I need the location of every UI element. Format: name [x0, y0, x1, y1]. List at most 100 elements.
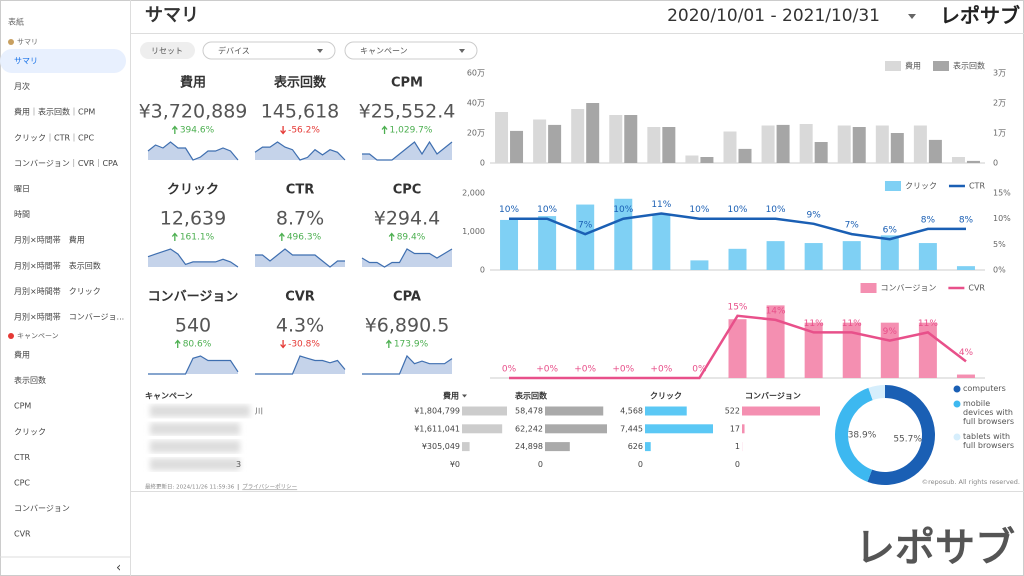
- nav-item[interactable]: クリック: [14, 427, 46, 436]
- legend-entry: tablets with full browsers: [963, 432, 1015, 450]
- nav-item[interactable]: 費用｜表示回数｜CPM: [14, 107, 95, 117]
- nav-item[interactable]: 月別×時間帯 コンバージョ...: [14, 312, 124, 322]
- sparkline: [362, 354, 453, 375]
- watermark-logo: レポサブ: [855, 525, 1015, 571]
- nav-item[interactable]: コンバージョン｜CVR｜CPA: [14, 159, 118, 168]
- bar: [766, 305, 785, 378]
- date-range[interactable]: 2020/10/01 - 2021/10/31: [667, 6, 880, 26]
- table-cell: 0: [735, 460, 740, 469]
- nav-item[interactable]: 月別×時間帯 費用: [14, 235, 85, 245]
- table-cell: 62,242: [515, 424, 543, 433]
- table-cell: ¥305,049: [422, 442, 460, 451]
- point-label: 11%: [918, 319, 938, 329]
- kpi-label: クリック: [167, 183, 219, 198]
- filter-dropdown[interactable]: [344, 41, 478, 60]
- table-header[interactable]: コンバージョン: [745, 392, 801, 401]
- point-label: +0%: [650, 365, 672, 375]
- filter-dropdown[interactable]: [202, 41, 336, 60]
- nav-item[interactable]: CTR: [14, 453, 30, 462]
- point-label: 11%: [842, 319, 862, 329]
- table-cell: ¥1,804,799: [414, 407, 460, 416]
- bar: [951, 157, 965, 163]
- nav-item[interactable]: 月別×時間帯 クリック: [14, 286, 101, 296]
- sparkline: [362, 140, 453, 161]
- legend-dot: [953, 433, 961, 441]
- y-tick-label: 1,000: [462, 227, 485, 236]
- reset-button[interactable]: [140, 42, 195, 59]
- trend-arrow: [171, 125, 178, 134]
- kpi-change: 89.4%: [397, 233, 426, 243]
- sparkline: [147, 141, 239, 161]
- nav-item[interactable]: クリック｜CTR｜CPC: [14, 133, 94, 142]
- nav-item[interactable]: サマリ: [14, 57, 38, 66]
- trend-arrow: [280, 340, 287, 349]
- legend-label: tablets with full browsers: [963, 432, 1015, 450]
- header-logo: レポサブ: [940, 4, 1020, 28]
- kpi-change: 80.6%: [183, 340, 212, 350]
- bar: [690, 260, 709, 270]
- kpi-value: ¥6,890.5: [365, 315, 450, 337]
- blurred-name: [150, 422, 240, 435]
- blurred-name: [150, 440, 240, 453]
- nav-item[interactable]: CVR: [14, 530, 31, 539]
- bar: [918, 322, 937, 378]
- nav-item[interactable]: CPC: [14, 479, 30, 488]
- legend-label: mobile devices with full browsers: [963, 399, 1015, 426]
- table-header[interactable]: 表示回数: [514, 391, 548, 401]
- bar: [956, 266, 975, 270]
- point-label: 9%: [807, 210, 822, 220]
- kpi-change: -30.8%: [288, 340, 320, 350]
- legend-label: computers: [963, 384, 1006, 393]
- bar: [761, 125, 775, 163]
- table-header[interactable]: クリック: [650, 391, 682, 401]
- trend-arrow: [278, 232, 285, 241]
- table-cell: 626: [628, 442, 643, 451]
- bar: [766, 241, 785, 270]
- campaign-name: 川: [255, 407, 263, 416]
- legend-entry: computers: [963, 384, 1006, 393]
- sparkline: [361, 248, 453, 268]
- table-bar: [545, 424, 607, 434]
- bar: [814, 142, 828, 163]
- y-tick-label: 60万: [467, 69, 485, 78]
- table-header: キャンペーン: [145, 392, 193, 401]
- y2-tick-label: 1万: [993, 129, 1006, 138]
- y2-tick-label: 0%: [993, 266, 1006, 275]
- sidebar-cover[interactable]: 表紙: [8, 17, 24, 27]
- point-label: 15%: [727, 302, 747, 312]
- point-label: +0%: [536, 365, 558, 375]
- table-bar: [462, 424, 503, 434]
- nav-item[interactable]: 月別×時間帯 表示回数: [14, 260, 101, 270]
- bar: [723, 131, 737, 163]
- section-label: サマリ: [17, 38, 38, 46]
- privacy-link[interactable]: プライバシーポリシー: [242, 484, 297, 491]
- collapse-button[interactable]: ‹: [116, 561, 121, 576]
- point-label: +0%: [574, 365, 596, 375]
- nav-item[interactable]: 表示回数: [14, 375, 46, 385]
- table-cell: 1: [735, 442, 740, 451]
- nav-item[interactable]: 時間: [14, 210, 30, 219]
- trend-arrow: [388, 232, 395, 241]
- table-header[interactable]: 費用: [443, 391, 459, 401]
- nav-item[interactable]: 曜日: [14, 185, 30, 194]
- nav-item[interactable]: CPM: [14, 402, 31, 411]
- y2-tick-label: 15%: [993, 189, 1011, 198]
- table-bar: [462, 406, 507, 416]
- point-label: 10%: [689, 205, 709, 215]
- date-caret[interactable]: [908, 14, 916, 19]
- nav-item[interactable]: 費用: [14, 350, 30, 360]
- sparkline-area: [362, 356, 452, 374]
- y-tick-label: 0: [480, 266, 485, 275]
- table-bar: [545, 406, 604, 416]
- legend-label: CTR: [969, 182, 985, 191]
- sparkline: [255, 355, 346, 375]
- y-tick-label: 40万: [467, 99, 485, 108]
- table-bar: [545, 442, 570, 452]
- nav-item[interactable]: 月次: [14, 81, 30, 91]
- copyright: ©reposub. All rights reserved.: [922, 478, 1020, 486]
- bar: [652, 214, 671, 270]
- nav-item[interactable]: コンバージョン: [14, 504, 70, 513]
